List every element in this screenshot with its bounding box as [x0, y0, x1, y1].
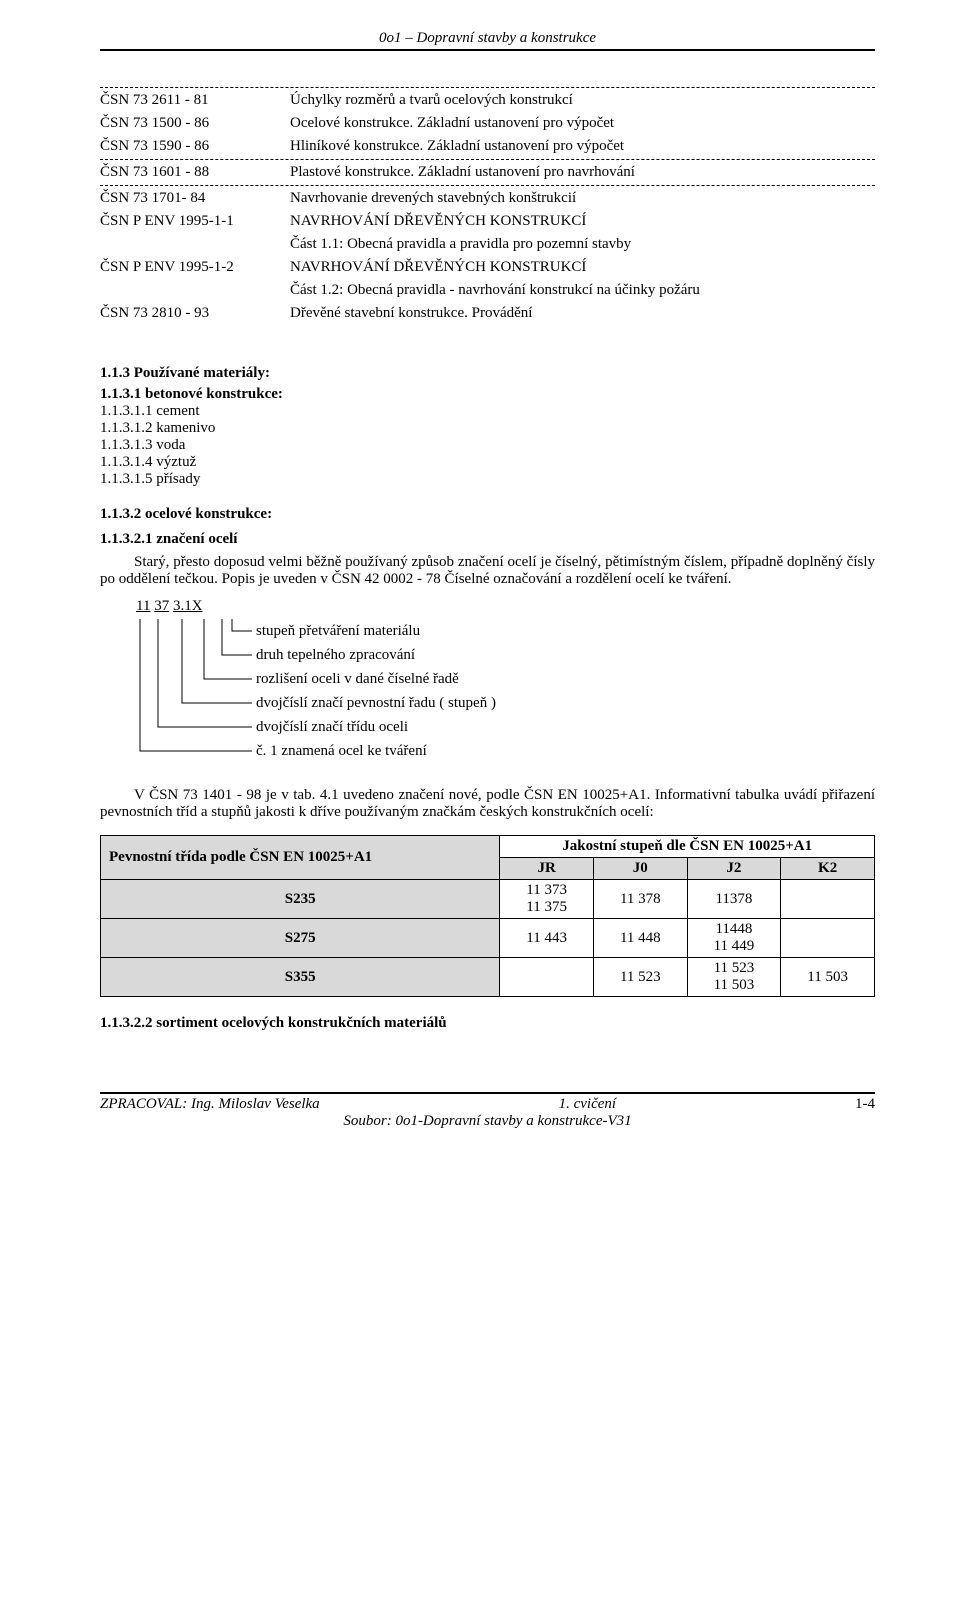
footer-center: 1. cvičení [559, 1096, 616, 1113]
standard-code: ČSN 73 1701- 84 [100, 187, 290, 210]
cell-value [781, 880, 875, 919]
jakost-table: Pevnostní třída podle ČSN EN 10025+A1Jak… [100, 835, 875, 997]
standard-code: ČSN 73 2810 - 93 [100, 302, 290, 325]
para-znaceni-2: V ČSN 73 1401 - 98 je v tab. 4.1 uvedeno… [100, 787, 875, 821]
material-item: 1.1.3.1.4 výztuž [100, 454, 875, 471]
standard-row: ČSN 73 1601 - 88Plastové konstrukce. Zák… [100, 161, 875, 184]
standard-code [100, 279, 290, 302]
code-part-2: 37 [154, 598, 169, 614]
material-item: 1.1.3.1.1 cement [100, 403, 875, 420]
dash-sep [100, 159, 875, 160]
section-1-1-3-2-title: 1.1.3.2 ocelové konstrukce: [100, 506, 875, 523]
cell-value [781, 919, 875, 958]
th-pevnost: Pevnostní třída podle ČSN EN 10025+A1 [101, 836, 500, 880]
standard-row: Část 1.2: Obecná pravidla - navrhování k… [100, 279, 875, 302]
standard-code: ČSN 73 2611 - 81 [100, 89, 290, 112]
cell-value: 11 523 [593, 958, 687, 997]
dash-sep [100, 185, 875, 186]
footer-pagenum: 1-4 [855, 1096, 875, 1113]
section-1-1-3-title: 1.1.3 Používané materiály: [100, 365, 875, 382]
tree-label: rozlišení oceli v dané číselné řadě [256, 667, 496, 691]
standard-code: ČSN P ENV 1995-1-2 [100, 256, 290, 279]
standards-group: ČSN 73 1601 - 88Plastové konstrukce. Zák… [100, 161, 875, 184]
th-col: K2 [781, 858, 875, 880]
section-1-1-3-1-title: 1.1.3.1 betonové konstrukce: [100, 386, 875, 403]
standard-code [100, 233, 290, 256]
th-col: JR [500, 858, 594, 880]
standard-desc: NAVRHOVÁNÍ DŘEVĚNÝCH KONSTRUKCÍ [290, 210, 875, 233]
header-rule [100, 49, 875, 51]
standards-group: ČSN 73 2611 - 81Úchylky rozměrů a tvarů … [100, 89, 875, 158]
material-list: 1.1.3.1.1 cement1.1.3.1.2 kamenivo1.1.3.… [100, 403, 875, 488]
standard-code: ČSN 73 1500 - 86 [100, 112, 290, 135]
steel-code-root: 11 37 3.1X [136, 598, 875, 615]
standard-desc: Dřevěné stavební konstrukce. Provádění [290, 302, 875, 325]
cell-value: 11 443 [500, 919, 594, 958]
standard-desc: Ocelové konstrukce. Základní ustanovení … [290, 112, 875, 135]
para-znaceni-1: Starý, přesto doposud velmi běžně použív… [100, 554, 875, 588]
section-1-1-3-2-1-title: 1.1.3.2.1 značení ocelí [100, 531, 875, 548]
material-item: 1.1.3.1.3 voda [100, 437, 875, 454]
standard-row: ČSN 73 2810 - 93Dřevěné stavební konstru… [100, 302, 875, 325]
steel-code-tree: stupeň přetváření materiáludruh tepelnéh… [136, 619, 875, 769]
row-steel-grade: S235 [101, 880, 500, 919]
cell-value: 11 503 [781, 958, 875, 997]
page-footer: ZPRACOVAL: Ing. Miloslav Veselka 1. cvič… [100, 1092, 875, 1130]
standard-row: ČSN 73 1500 - 86Ocelové konstrukce. Zákl… [100, 112, 875, 135]
code-part-3: 3.1X [173, 598, 203, 614]
standards-group: ČSN 73 1701- 84Navrhovanie drevených sta… [100, 187, 875, 325]
standard-code: ČSN P ENV 1995-1-1 [100, 210, 290, 233]
cell-value: 11 448 [593, 919, 687, 958]
standard-desc: Část 1.2: Obecná pravidla - navrhování k… [290, 279, 875, 302]
standards-block: ČSN 73 2611 - 81Úchylky rozměrů a tvarů … [100, 87, 875, 325]
standard-desc: Úchylky rozměrů a tvarů ocelových konstr… [290, 89, 875, 112]
standard-row: ČSN P ENV 1995-1-2NAVRHOVÁNÍ DŘEVĚNÝCH K… [100, 256, 875, 279]
th-jakost: Jakostní stupeň dle ČSN EN 10025+A1 [500, 836, 875, 858]
tree-label: č. 1 znamená ocel ke tváření [256, 739, 496, 763]
tree-label: dvojčíslí značí pevnostní řadu ( stupeň … [256, 691, 496, 715]
th-col: J2 [687, 858, 781, 880]
tree-bracket-svg [136, 619, 256, 769]
tree-label: dvojčíslí značí třídu oceli [256, 715, 496, 739]
cell-value [500, 958, 594, 997]
footer-soubor: Soubor: 0o1-Dopravní stavby a konstrukce… [100, 1113, 875, 1130]
standard-desc: NAVRHOVÁNÍ DŘEVĚNÝCH KONSTRUKCÍ [290, 256, 875, 279]
tree-label: druh tepelného zpracování [256, 643, 496, 667]
th-col: J0 [593, 858, 687, 880]
standard-row: ČSN 73 2611 - 81Úchylky rozměrů a tvarů … [100, 89, 875, 112]
cell-value: 11 52311 503 [687, 958, 781, 997]
cell-value: 1144811 449 [687, 919, 781, 958]
standard-code: ČSN 73 1590 - 86 [100, 135, 290, 158]
material-item: 1.1.3.1.2 kamenivo [100, 420, 875, 437]
cell-value: 11378 [687, 880, 781, 919]
section-1-1-3-2-2-title: 1.1.3.2.2 sortiment ocelových konstrukčn… [100, 1015, 875, 1032]
page-header: 0o1 – Dopravní stavby a konstrukce [100, 30, 875, 49]
standard-desc: Hliníkové konstrukce. Základní ustanoven… [290, 135, 875, 158]
standard-desc: Část 1.1: Obecná pravidla a pravidla pro… [290, 233, 875, 256]
row-steel-grade: S355 [101, 958, 500, 997]
material-item: 1.1.3.1.5 přísady [100, 471, 875, 488]
standard-row: Část 1.1: Obecná pravidla a pravidla pro… [100, 233, 875, 256]
standard-row: ČSN 73 1590 - 86Hliníkové konstrukce. Zá… [100, 135, 875, 158]
cell-value: 11 378 [593, 880, 687, 919]
code-part-1: 11 [136, 598, 150, 614]
dash-sep [100, 87, 875, 88]
row-steel-grade: S275 [101, 919, 500, 958]
standard-desc: Plastové konstrukce. Základní ustanovení… [290, 161, 875, 184]
standard-code: ČSN 73 1601 - 88 [100, 161, 290, 184]
cell-value: 11 37311 375 [500, 880, 594, 919]
tree-label: stupeň přetváření materiálu [256, 619, 496, 643]
standard-row: ČSN P ENV 1995-1-1NAVRHOVÁNÍ DŘEVĚNÝCH K… [100, 210, 875, 233]
footer-author: ZPRACOVAL: Ing. Miloslav Veselka [100, 1096, 320, 1113]
standard-row: ČSN 73 1701- 84Navrhovanie drevených sta… [100, 187, 875, 210]
standard-desc: Navrhovanie drevených stavebných konštru… [290, 187, 875, 210]
